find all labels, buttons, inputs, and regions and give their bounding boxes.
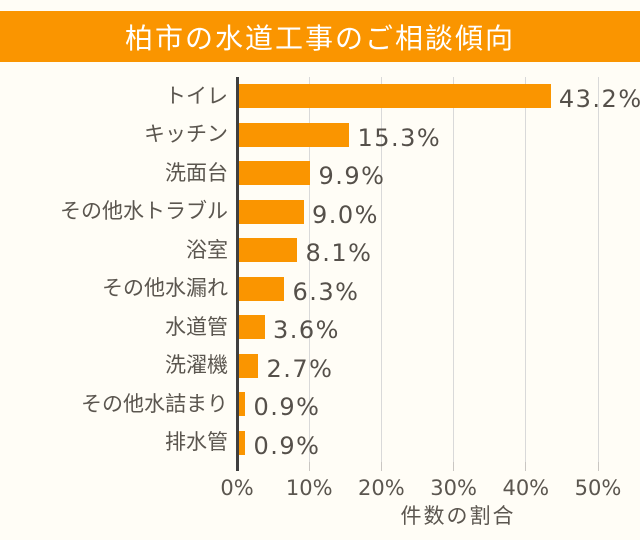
bar-row: その他水トラブル 9.0%	[0, 193, 640, 232]
bar-row: その他水漏れ 6.3%	[0, 270, 640, 309]
category-label: その他水詰まり	[81, 391, 228, 416]
bar	[239, 122, 350, 147]
bar-row: その他水詰まり 0.9%	[0, 385, 640, 424]
x-tick-label: 0%	[220, 476, 254, 500]
bar-value-label: 15.3%	[357, 123, 442, 152]
category-label: キッチン	[144, 122, 228, 147]
gridline	[380, 77, 382, 462]
chart-title: 柏市の水道工事のご相談傾向	[124, 21, 515, 55]
category-label: 水道管	[165, 314, 228, 339]
x-tick-mark	[597, 462, 599, 471]
x-tick-label: 30%	[430, 476, 477, 500]
x-tick-mark	[453, 462, 455, 471]
bar-row: 排水管 0.9%	[0, 424, 640, 463]
bar-row: 洗面台 9.9%	[0, 154, 640, 193]
x-tick-mark	[380, 462, 382, 471]
bar	[239, 353, 259, 378]
bar-value-label: 9.0%	[311, 200, 379, 229]
bar	[239, 84, 551, 109]
category-label: トイレ	[165, 83, 228, 108]
gridline	[453, 77, 455, 462]
bar	[239, 276, 285, 301]
x-axis-title: 件数の割合	[400, 504, 516, 528]
bar-row: トイレ 43.2%	[0, 77, 640, 116]
bar	[239, 430, 246, 455]
x-tick-mark	[525, 462, 527, 471]
bar	[239, 161, 311, 186]
category-label: その他水漏れ	[102, 276, 228, 301]
bar-value-label: 6.3%	[292, 277, 360, 306]
bar-value-label: 2.7%	[266, 354, 334, 383]
x-tick-mark	[308, 462, 310, 471]
gridline	[597, 77, 599, 462]
bar-value-label: 0.9%	[253, 431, 321, 460]
bar-value-label: 9.9%	[318, 162, 386, 191]
category-label: 洗濯機	[165, 353, 228, 378]
bar	[239, 392, 246, 417]
category-label: 浴室	[186, 237, 228, 262]
bar-row: 洗濯機 2.7%	[0, 347, 640, 386]
x-tick-label: 40%	[502, 476, 550, 500]
category-label: 洗面台	[165, 160, 228, 185]
category-label: その他水トラブル	[60, 199, 228, 224]
x-tick-label: 50%	[574, 476, 622, 500]
bar-row: 浴室 8.1%	[0, 231, 640, 270]
category-label: 排水管	[165, 430, 228, 455]
bar-row: キッチン 15.3%	[0, 116, 640, 155]
bar	[239, 199, 304, 224]
bar-value-label: 0.9%	[253, 393, 321, 422]
bar-value-label: 3.6%	[272, 316, 340, 345]
gridline	[308, 77, 310, 462]
title-banner: 柏市の水道工事のご相談傾向	[0, 11, 640, 62]
bar-value-label: 43.2%	[558, 85, 640, 114]
bar-value-label: 8.1%	[305, 239, 373, 268]
x-tick-label: 10%	[285, 476, 333, 500]
bar	[239, 238, 298, 263]
bar	[239, 315, 265, 340]
bar-row: 水道管 3.6%	[0, 308, 640, 347]
gridline	[525, 77, 527, 462]
x-tick-label: 20%	[358, 476, 405, 500]
y-axis-line	[235, 77, 239, 471]
